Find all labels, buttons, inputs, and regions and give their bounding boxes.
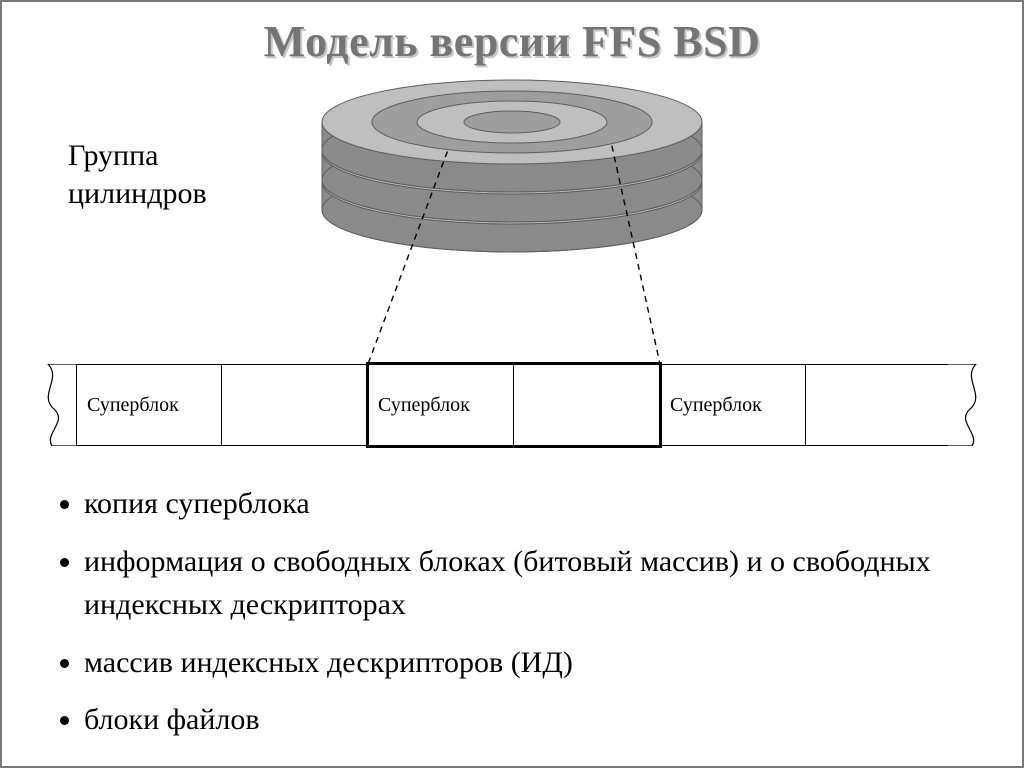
strip-cell: Суперблок <box>660 364 806 446</box>
strip-cell <box>222 364 368 446</box>
strip-cell <box>806 364 952 446</box>
strip-jagged-right <box>948 364 984 446</box>
strip-cell: Суперблок <box>368 364 514 446</box>
strip-cells: Суперблок Суперблок Суперблок <box>76 364 952 446</box>
bullet-list: копия суперблока информация о свободных б… <box>50 482 980 756</box>
strip-cell: Суперблок <box>76 364 222 446</box>
strip-cell <box>514 364 660 446</box>
slide-frame: Модель версии FFS BSD Группа цилиндров С… <box>0 0 1024 768</box>
bullet-item: массив индексных дескрипторов (ИД) <box>84 641 980 685</box>
block-strip: Суперблок Суперблок Суперблок <box>44 364 984 446</box>
bullet-item: копия суперблока <box>84 482 980 526</box>
bullet-item: информация о свободных блоках (битовый м… <box>84 540 980 627</box>
bullet-item: блоки файлов <box>84 698 980 742</box>
strip-jagged-left <box>44 364 80 446</box>
